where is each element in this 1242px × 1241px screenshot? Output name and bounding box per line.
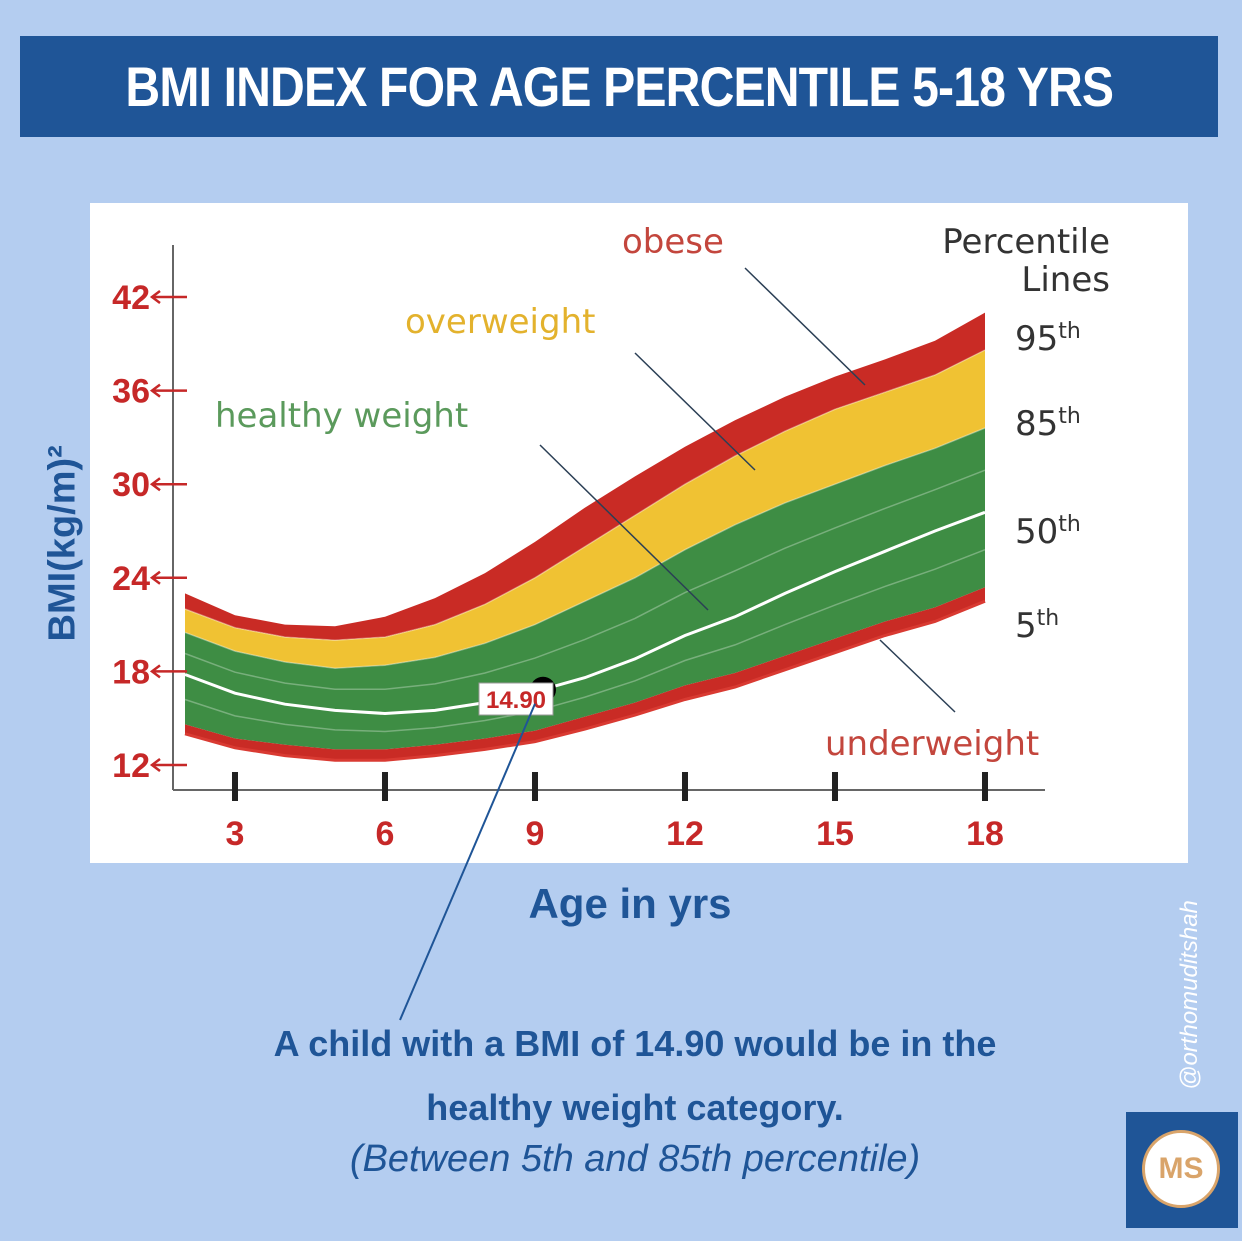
obese-label: obese	[622, 222, 724, 262]
y-tick-arrowhead-30	[149, 477, 161, 492]
y-tick-arrowhead-18	[149, 664, 161, 679]
title-banner: BMI INDEX FOR AGE PERCENTILE 5-18 YRS	[20, 36, 1218, 137]
x-tick-label-3: 3	[226, 815, 245, 853]
pointer-line	[399, 703, 536, 1021]
underweight-line	[184, 599, 986, 762]
logo-text: MS	[1158, 1152, 1204, 1185]
x-tick-label-6: 6	[376, 815, 395, 853]
y-tick-label-30: 30	[112, 466, 150, 504]
overweight-label: overweight	[405, 302, 595, 342]
percentile-line-85th	[184, 427, 986, 670]
overweight-leader	[634, 352, 756, 471]
percentile-label-95: 95th	[1015, 319, 1081, 359]
y-tick-arrowhead-24	[149, 570, 161, 585]
credit-handle: @orthomuditshah	[1140, 880, 1240, 1110]
underweight-label: underweight	[825, 724, 1039, 764]
obese-leader	[744, 267, 866, 386]
credit-text: @orthomuditshah	[1176, 900, 1203, 1090]
x-tick-label-9: 9	[526, 815, 545, 853]
percentile-line-95th	[184, 349, 986, 641]
healthy-weight-label: healthy weight	[215, 396, 468, 436]
caption-line-1: A child with a BMI of 14.90 would be in …	[273, 1023, 997, 1064]
x-tick-label-12: 12	[666, 815, 704, 853]
y-tick-arrowhead-36	[149, 383, 161, 398]
chart-panel: 12 18 24 30 36 42 3 6 9 12 15 18 obese overweight heal…	[90, 203, 1188, 863]
point-label-box	[478, 682, 554, 716]
band-healthy	[185, 428, 985, 750]
caption-line-2: healthy weight category.	[426, 1087, 844, 1128]
y-tick-arrowhead-12	[149, 758, 161, 772]
y-tick-label-24: 24	[112, 560, 150, 598]
band-overweight	[185, 350, 985, 669]
percentile-label-85: 85th	[1015, 404, 1081, 444]
underweight-leader	[879, 639, 956, 713]
healthy-leader	[539, 444, 709, 611]
percentile-line-lower-mid	[184, 549, 986, 733]
percentile-label-50: 50th	[1015, 512, 1081, 552]
x-axis-label: Age in yrs	[528, 880, 732, 927]
y-tick-arrowhead-42	[149, 290, 161, 304]
band-underweight	[185, 587, 985, 761]
percentile-label-5: 5th	[1015, 606, 1059, 646]
logo-badge: MS	[1142, 1130, 1220, 1208]
x-tick-label-18: 18	[966, 815, 1004, 853]
x-tick-label-15: 15	[816, 815, 854, 853]
point-label: 14.90	[486, 687, 546, 714]
y-tick-label-12: 12	[112, 747, 150, 785]
y-tick-label-18: 18	[112, 653, 150, 691]
logo: MS	[1126, 1112, 1238, 1228]
y-tick-label-42: 42	[112, 279, 150, 317]
legend-title-2: Lines	[1021, 260, 1110, 300]
legend-title: Percentile	[942, 222, 1110, 262]
caption-line-3: (Between 5th and 85th percentile)	[349, 1138, 921, 1180]
percentile-line-upper-mid	[184, 469, 986, 691]
page-title: BMI INDEX FOR AGE PERCENTILE 5-18 YRS	[125, 55, 1114, 118]
caption: A child with a BMI of 14.90 would be in …	[200, 1012, 1070, 1140]
y-tick-label-36: 36	[112, 373, 150, 411]
percentile-line-50th	[184, 510, 986, 716]
